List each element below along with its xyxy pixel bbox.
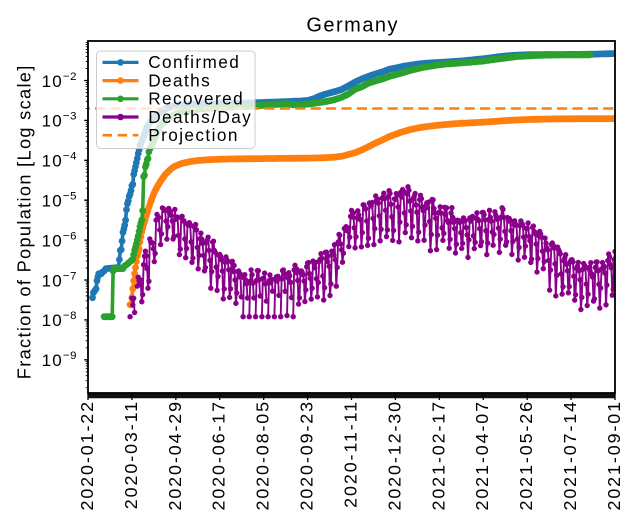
svg-text:2020-06-17: 2020-06-17 xyxy=(209,400,229,511)
svg-text:2021-04-07: 2021-04-07 xyxy=(472,400,492,511)
svg-text:2020-04-29: 2020-04-29 xyxy=(165,400,185,511)
svg-text:2021-09-01: 2021-09-01 xyxy=(604,400,624,511)
svg-text:Deaths: Deaths xyxy=(148,70,211,90)
svg-text:2020-11-11: 2020-11-11 xyxy=(340,400,360,508)
svg-text:2021-02-17: 2021-02-17 xyxy=(428,400,448,511)
svg-text:Confirmed: Confirmed xyxy=(148,52,240,72)
svg-text:2021-05-26: 2021-05-26 xyxy=(516,400,536,511)
svg-text:2020-01-22: 2020-01-22 xyxy=(77,400,97,511)
svg-text:2021-07-14: 2021-07-14 xyxy=(560,400,580,511)
svg-text:2020-12-30: 2020-12-30 xyxy=(384,400,404,511)
svg-text:2020-08-05: 2020-08-05 xyxy=(253,400,273,511)
svg-text:Projection: Projection xyxy=(148,125,239,145)
svg-text:2020-03-11: 2020-03-11 xyxy=(121,400,141,509)
svg-text:Germany: Germany xyxy=(306,15,399,37)
svg-text:Deaths/Day: Deaths/Day xyxy=(148,107,252,127)
svg-text:Fraction of Population [Log sc: Fraction of Population [Log scale] xyxy=(15,64,35,379)
svg-text:2020-09-23: 2020-09-23 xyxy=(297,400,317,511)
svg-text:Recovered: Recovered xyxy=(148,89,244,109)
